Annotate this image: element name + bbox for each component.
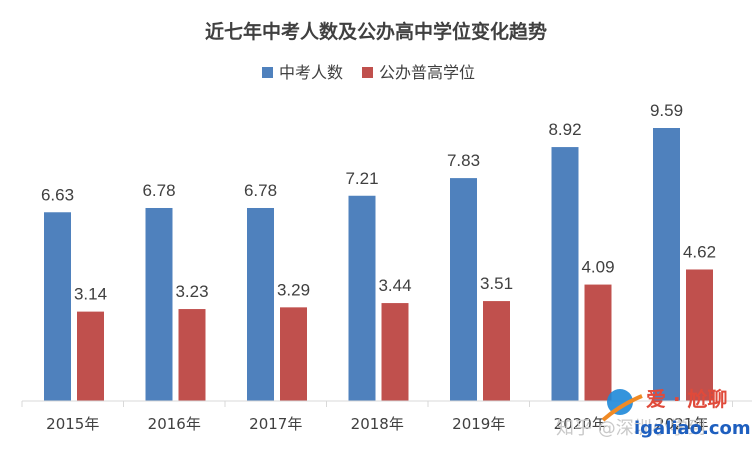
legend-label-1: 中考人数 <box>279 63 343 82</box>
watermark: 知乎 @深圳小学到 爱 · 尬聊 igaliao.com <box>556 387 751 439</box>
bar-1-2019年 <box>450 178 477 401</box>
bar-1-2018年 <box>348 195 376 401</box>
data-label-2-2017年: 3.29 <box>277 280 310 299</box>
legend: 中考人数 公办普高学位 <box>262 63 475 82</box>
bar-1-2021年 <box>653 128 680 401</box>
data-label-2-2019年: 3.51 <box>480 274 513 293</box>
watermark-site-text: igaliao.com <box>634 418 751 439</box>
data-label-2-2016年: 3.23 <box>175 282 208 301</box>
bar-2-2016年 <box>178 309 206 401</box>
bar-2-2021年 <box>686 269 713 401</box>
legend-swatch-1 <box>262 67 273 78</box>
watermark-logo-swoosh-icon <box>601 394 643 422</box>
chart-title: 近七年中考人数及公办高中学位变化趋势 <box>205 20 547 43</box>
watermark-logo-icon <box>607 389 633 415</box>
data-label-1-2020年: 8.92 <box>548 120 581 139</box>
watermark-zhihu-text: 知乎 @深圳小学到 <box>556 418 706 439</box>
x-tick-label: 2016年 <box>148 415 201 433</box>
watermark-logo-text: 爱 · 尬聊 <box>646 387 728 411</box>
bar-1-2020年 <box>551 147 579 401</box>
bar-1-2017年 <box>247 207 274 401</box>
data-labels: 6.63 3.14 6.78 3.23 6.78 3.29 7.21 3.44 7.83 3.51… <box>41 101 716 304</box>
bar-2-2018年 <box>381 303 409 401</box>
data-label-2-2018年: 3.44 <box>378 276 411 295</box>
x-tick-label: 2015年 <box>46 415 99 433</box>
legend-swatch-2 <box>362 67 373 78</box>
data-label-2-2015年: 3.14 <box>74 285 107 304</box>
data-label-1-2015年: 6.63 <box>41 185 74 204</box>
data-label-1-2021年: 9.59 <box>650 101 683 120</box>
x-tick-label: 2018年 <box>351 415 404 433</box>
bar-2-2019年 <box>483 301 510 401</box>
data-label-2-2020年: 4.09 <box>581 258 614 277</box>
bar-2-2015年 <box>77 311 104 401</box>
data-label-1-2016年: 6.78 <box>142 181 175 200</box>
bar-1-2015年 <box>44 212 71 401</box>
data-label-1-2019年: 7.83 <box>447 151 480 170</box>
x-axis-labels: 2015年 2016年 2017年 2018年 2019年 2020年 2021年 <box>46 415 708 433</box>
x-tick-label: 2019年 <box>452 415 505 433</box>
data-label-1-2018年: 7.21 <box>345 169 378 188</box>
bar-2-2020年 <box>584 284 612 401</box>
legend-label-2: 公办普高学位 <box>379 63 475 82</box>
x-tick-label: 2020年 <box>554 415 607 433</box>
x-tick-label: 2017年 <box>249 415 302 433</box>
bars <box>44 128 713 401</box>
data-label-2-2021年: 4.62 <box>683 242 716 261</box>
bar-1-2016年 <box>145 207 173 401</box>
x-tick-label: 2021年 <box>655 415 708 433</box>
data-label-1-2017年: 6.78 <box>244 181 277 200</box>
bar-2-2017年 <box>280 307 307 401</box>
